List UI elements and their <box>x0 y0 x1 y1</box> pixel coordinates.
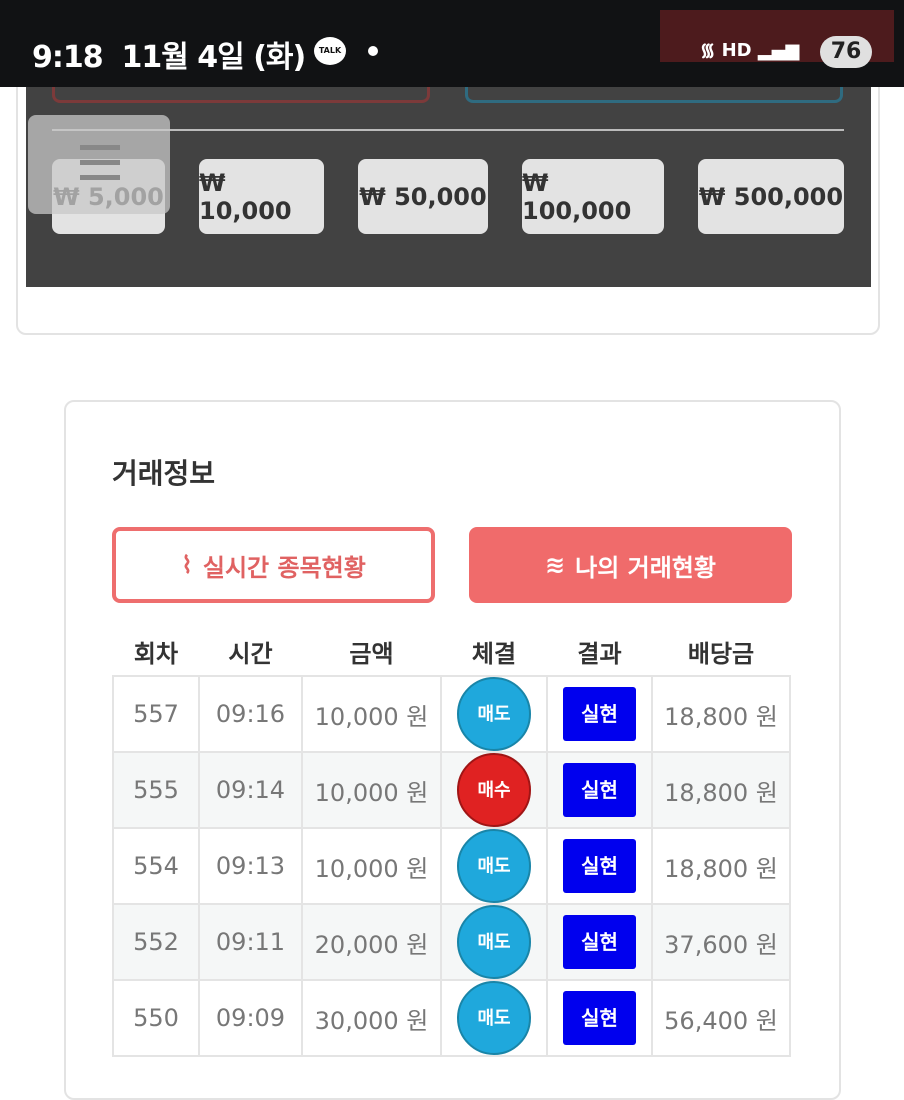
amount-500000-button[interactable]: ₩ 500,000 <box>698 159 844 234</box>
pulse-icon: ⌇ <box>181 551 193 579</box>
col-fill: 체결 <box>471 640 517 668</box>
time-cell: 09:11 <box>198 903 303 981</box>
tab-realtime-status[interactable]: ⌇ 실시간 종목현황 <box>112 527 435 603</box>
waves-icon: ≋ <box>545 551 566 579</box>
hamburger-icon <box>80 175 120 180</box>
payout-cell: 56,400 원 <box>651 979 791 1057</box>
kakaotalk-icon: TALK <box>314 37 346 65</box>
fill-cell: 매도 <box>440 675 548 753</box>
tab-my-trades[interactable]: ≋ 나의 거래현황 <box>469 527 792 603</box>
fill-badge: 매도 <box>457 677 531 751</box>
time-cell: 09:14 <box>198 751 303 829</box>
table-row: 555 09:14 10,000 원 매수 실현 18,800 원 <box>112 751 791 829</box>
fill-badge: 매수 <box>457 753 531 827</box>
round-cell: 555 <box>112 751 200 829</box>
payout-cell: 37,600 원 <box>651 903 791 981</box>
result-badge: 실현 <box>563 991 636 1045</box>
col-round: 회차 <box>133 640 179 668</box>
result-cell: 실현 <box>546 903 653 981</box>
hamburger-icon <box>80 145 120 150</box>
amount-cell: 10,000 원 <box>301 827 442 905</box>
result-badge: 실현 <box>563 687 636 741</box>
table-row: 554 09:13 10,000 원 매도 실현 18,800 원 <box>112 827 791 905</box>
result-cell: 실현 <box>546 979 653 1057</box>
result-cell: 실현 <box>546 751 653 829</box>
result-cell: 실현 <box>546 827 653 905</box>
table-row: 557 09:16 10,000 원 매도 실현 18,800 원 <box>112 675 791 753</box>
result-cell: 실현 <box>546 675 653 753</box>
col-payout: 배당금 <box>687 640 755 668</box>
amount-50000-button[interactable]: ₩ 50,000 <box>358 159 488 234</box>
amount-10000-button[interactable]: ₩ 10,000 <box>199 159 324 234</box>
fill-cell: 매도 <box>440 827 548 905</box>
col-result: 결과 <box>577 640 622 668</box>
table-row: 550 09:09 30,000 원 매도 실현 56,400 원 <box>112 979 791 1057</box>
payout-cell: 18,800 원 <box>651 751 791 829</box>
status-bar: 9:18 11월 4일 (화) TALK ᯾ HD ▂▄▆ 76 <box>0 0 904 87</box>
menu-button[interactable] <box>28 115 170 214</box>
result-badge: 실현 <box>563 915 636 969</box>
time-cell: 09:13 <box>198 827 303 905</box>
hamburger-icon <box>80 160 120 165</box>
payout-cell: 18,800 원 <box>651 827 791 905</box>
amount-cell: 30,000 원 <box>301 979 442 1057</box>
status-time: 9:18 11월 4일 (화) <box>32 40 306 75</box>
battery-indicator: 76 <box>820 36 872 68</box>
tab-label: 실시간 종목현황 <box>202 553 366 582</box>
tab-label: 나의 거래현황 <box>575 553 716 582</box>
round-cell: 550 <box>112 979 200 1057</box>
col-time: 시간 <box>228 640 273 668</box>
fill-badge: 매도 <box>457 905 531 979</box>
divider <box>52 129 844 131</box>
table-row: 552 09:11 20,000 원 매도 실현 37,600 원 <box>112 903 791 981</box>
amount-cell: 10,000 원 <box>301 675 442 753</box>
round-cell: 554 <box>112 827 200 905</box>
trade-table: 회차 시간 금액 체결 결과 배당금 557 09:16 10,000 원 매도… <box>112 628 791 1057</box>
fill-badge: 매도 <box>457 829 531 903</box>
amount-cell: 20,000 원 <box>301 903 442 981</box>
notification-dot-icon <box>368 46 378 56</box>
result-badge: 실현 <box>563 763 636 817</box>
fill-cell: 매도 <box>440 979 548 1057</box>
amount-100000-button[interactable]: ₩ 100,000 <box>522 159 664 234</box>
payout-cell: 18,800 원 <box>651 675 791 753</box>
section-title: 거래정보 <box>112 457 216 490</box>
fill-cell: 매도 <box>440 903 548 981</box>
round-cell: 557 <box>112 675 200 753</box>
col-amount: 금액 <box>349 640 394 668</box>
time-cell: 09:09 <box>198 979 303 1057</box>
amount-cell: 10,000 원 <box>301 751 442 829</box>
wifi-signal-icon: ᯾ HD ▂▄▆ <box>700 40 800 61</box>
fill-cell: 매수 <box>440 751 548 829</box>
time-cell: 09:16 <box>198 675 303 753</box>
fill-badge: 매도 <box>457 981 531 1055</box>
result-badge: 실현 <box>563 839 636 893</box>
round-cell: 552 <box>112 903 200 981</box>
